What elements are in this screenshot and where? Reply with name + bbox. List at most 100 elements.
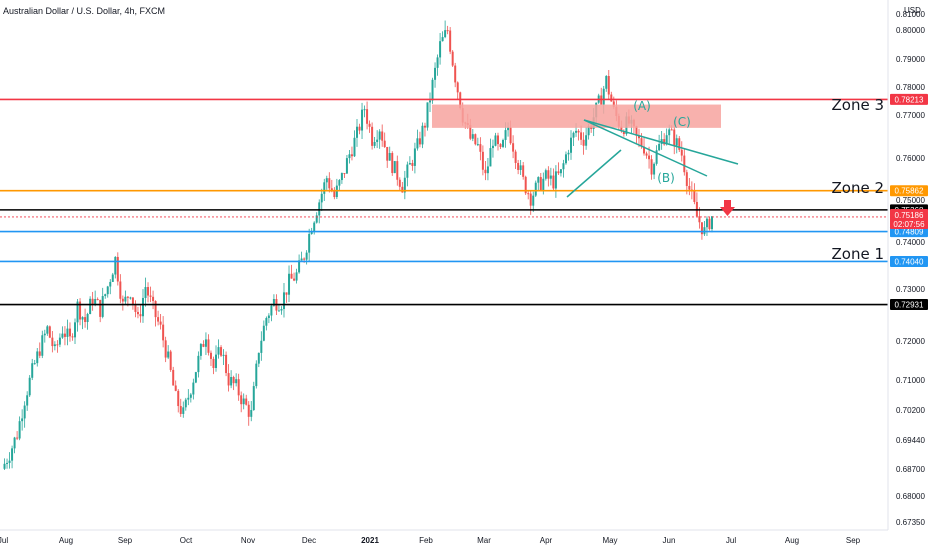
zone-labels-layer: Zone 3 Zone 2 Zone 1 [832, 96, 885, 263]
time-tick-label: Aug [785, 536, 799, 545]
candle [81, 316, 84, 330]
candle [403, 170, 406, 200]
candle [6, 458, 9, 469]
candle [396, 155, 399, 186]
candle [491, 139, 494, 158]
candle [197, 351, 200, 378]
candle [245, 394, 248, 406]
price-axis[interactable]: 0.81000 0.80000 0.79000 0.78000 0.77000 0.760… [896, 10, 925, 527]
trendline[interactable] [583, 119, 708, 177]
candle [8, 452, 11, 469]
candle [116, 252, 119, 286]
candle [157, 310, 160, 326]
candle [232, 375, 235, 391]
candle [418, 131, 421, 148]
candle [353, 130, 356, 158]
candle [519, 159, 522, 175]
zone-label: Zone 3 [832, 96, 885, 114]
candle [514, 149, 517, 169]
candle [285, 292, 288, 303]
candle [119, 274, 122, 304]
wave-labels-layer: (A) (B) (C) [633, 99, 691, 185]
candle [46, 325, 49, 336]
candle [416, 129, 419, 151]
candle [16, 431, 19, 441]
candle [308, 228, 311, 262]
candle [267, 313, 270, 324]
candle [325, 175, 328, 190]
chart-title: Australian Dollar / U.S. Dollar, 4h, FXC… [3, 6, 166, 16]
candle [31, 358, 34, 381]
candle [610, 91, 613, 102]
candle [192, 378, 195, 400]
candle [189, 392, 192, 403]
candle [393, 160, 396, 174]
candle [58, 333, 61, 348]
price-tick-label: 0.77000 [896, 111, 925, 120]
candle [373, 136, 376, 149]
candle [476, 137, 479, 147]
price-tag-label: 0.74809 [895, 228, 924, 237]
candle [53, 341, 56, 351]
candle [444, 20, 447, 39]
candle [28, 375, 31, 397]
candle [129, 296, 132, 300]
candle [18, 416, 21, 441]
candle [144, 277, 147, 307]
candle [426, 102, 429, 131]
candle [235, 373, 238, 387]
candle [159, 313, 162, 330]
candle [678, 136, 681, 152]
candle [131, 297, 134, 310]
candle [345, 154, 348, 174]
candle [645, 151, 648, 159]
candle [567, 149, 570, 161]
candle [114, 256, 117, 279]
candle [290, 264, 293, 279]
candle [149, 286, 152, 303]
candle [139, 305, 142, 323]
price-tick-label: 0.69440 [896, 436, 925, 445]
candle [398, 177, 401, 192]
candle [534, 180, 537, 198]
candle [421, 122, 424, 149]
candle [56, 340, 59, 353]
candle [305, 250, 308, 265]
price-tick-label: 0.80000 [896, 26, 925, 35]
price-tick-label: 0.79000 [896, 55, 925, 64]
candle [665, 128, 668, 146]
time-tick-label: Oct [180, 536, 193, 545]
candle [33, 359, 36, 365]
candle [406, 161, 409, 187]
time-axis[interactable]: Jul Aug Sep Oct Nov Dec 2021 Feb Mar Apr May Jun Jul… [0, 536, 861, 545]
candle [174, 380, 177, 392]
candle [429, 92, 432, 112]
candle [532, 191, 535, 213]
candle [48, 325, 51, 339]
candle [277, 304, 280, 312]
wave-label: (A) [633, 99, 651, 113]
candle [111, 272, 114, 282]
candle [252, 381, 255, 411]
trendline[interactable] [566, 149, 622, 198]
currency-label: USD [904, 6, 921, 15]
candle [637, 128, 640, 148]
candle [333, 187, 336, 200]
candle [348, 150, 351, 164]
trendline[interactable] [583, 119, 739, 165]
candle [683, 148, 686, 176]
candle [527, 190, 530, 200]
time-tick-label: Mar [477, 536, 491, 545]
candle [63, 326, 66, 346]
candle [247, 401, 250, 426]
price-tick-label: 0.73000 [896, 285, 925, 294]
candle [13, 436, 16, 454]
candle [423, 122, 426, 137]
candle [152, 290, 155, 310]
candle [653, 162, 656, 180]
candle [413, 142, 416, 174]
candle [134, 300, 137, 318]
candle [456, 81, 459, 100]
candle [451, 50, 454, 68]
